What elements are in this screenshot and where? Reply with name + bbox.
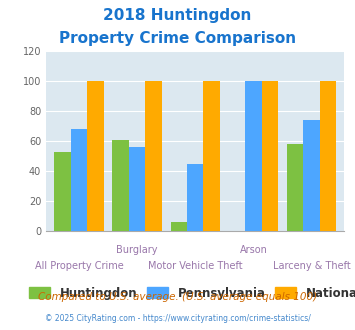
Text: Burglary: Burglary <box>116 246 158 255</box>
Bar <box>145 81 162 231</box>
Bar <box>171 222 187 231</box>
Text: © 2025 CityRating.com - https://www.cityrating.com/crime-statistics/: © 2025 CityRating.com - https://www.city… <box>45 314 310 323</box>
Text: Motor Vehicle Theft: Motor Vehicle Theft <box>148 261 242 271</box>
Bar <box>113 140 129 231</box>
Text: All Property Crime: All Property Crime <box>34 261 123 271</box>
Bar <box>245 81 262 231</box>
Bar <box>320 81 336 231</box>
Bar <box>303 120 320 231</box>
Bar <box>287 144 304 231</box>
Text: Compared to U.S. average. (U.S. average equals 100): Compared to U.S. average. (U.S. average … <box>38 292 317 302</box>
Bar <box>262 81 278 231</box>
Bar <box>203 81 220 231</box>
Bar <box>87 81 104 231</box>
Legend: Huntingdon, Pennsylvania, National: Huntingdon, Pennsylvania, National <box>24 282 355 304</box>
Bar <box>187 164 203 231</box>
Text: Arson: Arson <box>240 246 267 255</box>
Bar <box>71 129 87 231</box>
Bar <box>54 151 71 231</box>
Bar <box>129 147 145 231</box>
Text: 2018 Huntingdon: 2018 Huntingdon <box>103 8 252 23</box>
Text: Larceny & Theft: Larceny & Theft <box>273 261 350 271</box>
Text: Property Crime Comparison: Property Crime Comparison <box>59 31 296 46</box>
